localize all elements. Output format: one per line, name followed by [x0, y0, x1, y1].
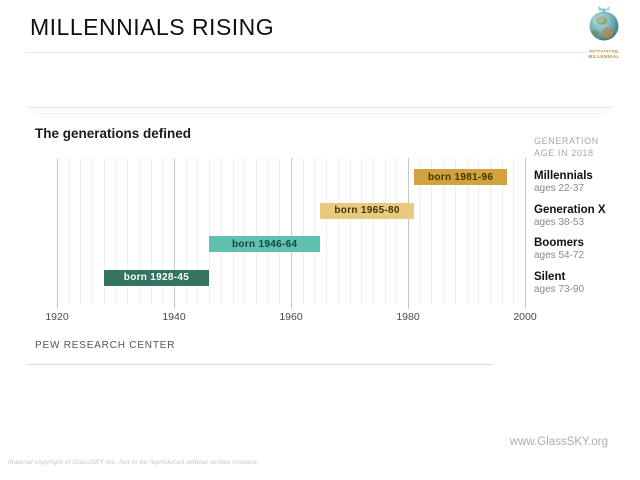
bar-label: born 1928-45 — [123, 272, 190, 283]
legend-header-line2: AGE IN 2018 — [534, 148, 594, 158]
globe-icon — [589, 6, 619, 41]
axis-minor-gridline — [279, 158, 281, 304]
axis-minor-gridline — [68, 158, 70, 304]
axis-minor-gridline — [232, 158, 234, 304]
axis-minor-gridline — [314, 158, 316, 304]
axis-minor-gridline — [197, 158, 199, 304]
axis-minor-gridline — [361, 158, 363, 304]
axis-major-gridline — [57, 158, 58, 309]
axis-minor-gridline — [431, 158, 433, 304]
logo-text-line1: MOTIVATED — [582, 49, 626, 54]
axis-minor-gridline — [337, 158, 339, 304]
legend-generation-ages: ages 38-53 — [534, 216, 585, 228]
legend-generation-name: Generation X — [534, 203, 606, 216]
axis-minor-gridline — [326, 158, 328, 304]
axis-minor-gridline — [454, 158, 456, 304]
axis-tick-label: 1920 — [45, 311, 69, 323]
axis-minor-gridline — [384, 158, 386, 304]
axis-minor-gridline — [478, 158, 480, 304]
axis-tick-label: 2000 — [513, 311, 537, 323]
axis-tick-label: 1980 — [396, 311, 420, 323]
bar-label: born 1965-80 — [334, 205, 400, 216]
generation-bar: born 1928-45 — [103, 269, 210, 286]
axis-minor-gridline — [138, 158, 140, 304]
axis-minor-gridline — [185, 158, 187, 304]
axis-minor-gridline — [103, 158, 105, 304]
axis-minor-gridline — [255, 158, 257, 304]
axis-minor-gridline — [372, 158, 374, 304]
page-title: MILLENNIALS RISING — [30, 14, 275, 40]
axis-minor-gridline — [396, 158, 398, 304]
legend-generation-name: Silent — [534, 270, 566, 283]
legend-header-line1: GENERATION — [534, 136, 599, 146]
axis-minor-gridline — [162, 158, 164, 304]
axis-tick-label: 1940 — [162, 311, 186, 323]
axis-minor-gridline — [489, 158, 491, 304]
brand-logo: MOTIVATED MILLENNIAL — [582, 4, 626, 59]
generation-bar: born 1965-80 — [320, 202, 414, 219]
axis-minor-gridline — [127, 158, 129, 304]
bar-label: born 1981-96 — [427, 171, 494, 183]
axis-minor-gridline — [302, 158, 304, 304]
axis-major-gridline — [525, 158, 526, 309]
header-divider — [25, 52, 615, 53]
generation-bar: born 1946-64 — [209, 236, 321, 252]
axis-minor-gridline — [466, 158, 468, 304]
panel-shadow-divider — [28, 107, 612, 108]
axis-minor-gridline — [209, 158, 211, 304]
chart-card-top-edge — [35, 113, 605, 114]
axis-minor-gridline — [501, 158, 503, 304]
legend-generation-name: Millennials — [534, 170, 593, 182]
axis-minor-gridline — [115, 158, 117, 304]
axis-minor-gridline — [150, 158, 152, 304]
axis-minor-gridline — [244, 158, 246, 304]
axis-minor-gridline — [80, 158, 82, 304]
axis-minor-gridline — [92, 158, 94, 304]
legend-generation-ages: ages 22-37 — [534, 183, 585, 194]
legend-generation-ages: ages 73-90 — [534, 283, 585, 295]
axis-minor-gridline — [513, 158, 515, 304]
chart-title: The generations defined — [35, 126, 192, 141]
bar-label: born 1946-64 — [232, 238, 298, 250]
axis-major-gridline — [174, 158, 175, 309]
axis-tick-label: 1960 — [279, 311, 303, 323]
axis-major-gridline — [408, 158, 409, 309]
axis-minor-gridline — [267, 158, 269, 304]
axis-minor-gridline — [419, 158, 421, 304]
legend-generation-ages: ages 54-72 — [534, 250, 585, 261]
axis-minor-gridline — [220, 158, 222, 304]
legend-header: GENERATION AGE IN 2018 — [534, 135, 599, 159]
legend-generation-name: Boomers — [534, 237, 584, 249]
logo-text-line2: MILLENNIAL — [588, 54, 620, 59]
footer-url-link[interactable]: www.GlassSKY.org — [509, 436, 608, 448]
generation-bar: born 1981-96 — [413, 169, 508, 185]
axis-major-gridline — [291, 158, 292, 309]
source-divider — [28, 364, 493, 365]
copyright-text: Material copyright of GlassSKY Inc. Not … — [8, 459, 259, 466]
axis-minor-gridline — [443, 158, 445, 304]
axis-minor-gridline — [349, 158, 351, 304]
chart-source: PEW RESEARCH CENTER — [35, 340, 176, 351]
